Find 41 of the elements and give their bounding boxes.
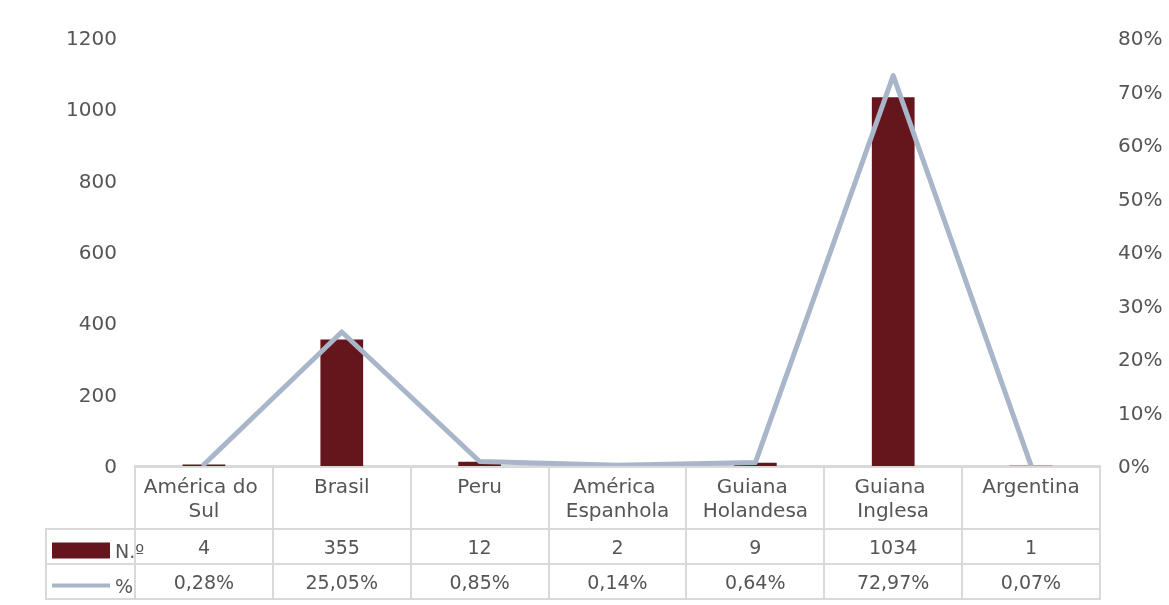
y2-tick-label: 40% xyxy=(1118,240,1163,264)
x-tick-label: Guiana Inglesa xyxy=(854,474,932,522)
data-label: 0,14% xyxy=(548,564,687,599)
legend-label: % xyxy=(115,574,134,597)
x-tick-label: Guiana Holandesa xyxy=(702,474,809,522)
y-tick-label: 1000 xyxy=(66,97,117,122)
y2-tick-label: 20% xyxy=(1118,347,1163,371)
bar xyxy=(871,97,915,466)
y2-tick-label: 0% xyxy=(1118,454,1150,478)
data-label: 25,05% xyxy=(272,564,411,599)
bar xyxy=(320,339,364,466)
x-tick-label: América do Sul xyxy=(143,474,265,522)
data-label: 0,28% xyxy=(135,564,273,599)
data-label: 0,64% xyxy=(686,564,825,599)
data-label: 2 xyxy=(548,529,687,564)
x-tick-label: Brasil xyxy=(313,474,370,498)
x-tick-label: Argentina xyxy=(982,474,1080,498)
data-label: 0,07% xyxy=(962,564,1100,599)
y-tick-label: 200 xyxy=(78,382,117,407)
y2-tick-label: 50% xyxy=(1118,186,1163,211)
y-tick-label: 800 xyxy=(78,168,117,193)
y-tick-label: 600 xyxy=(78,240,117,264)
data-label: 0,85% xyxy=(410,564,549,599)
y2-tick-label: 60% xyxy=(1118,133,1163,157)
y-tick-label: 400 xyxy=(78,311,117,336)
x-tick-label: América Espanhola xyxy=(565,474,670,522)
data-label: 1 xyxy=(962,529,1100,564)
y2-tick-label: 70% xyxy=(1118,79,1163,104)
data-label: 355 xyxy=(272,529,411,564)
data-label: 4 xyxy=(197,535,210,558)
data-label: 12 xyxy=(410,529,549,564)
data-label: 72,97% xyxy=(824,564,963,599)
y2-tick-label: 30% xyxy=(1118,293,1163,318)
data-label: 9 xyxy=(686,529,825,564)
y2-tick-label: 80% xyxy=(1118,26,1163,50)
x-tick-label: Peru xyxy=(457,474,502,498)
y-tick-label: 1200 xyxy=(66,26,117,50)
legend-label: N.º xyxy=(115,539,145,562)
y2-tick-label: 10% xyxy=(1118,400,1163,425)
data-label: 1034 xyxy=(824,529,963,564)
y-tick-label: 0 xyxy=(104,454,117,478)
